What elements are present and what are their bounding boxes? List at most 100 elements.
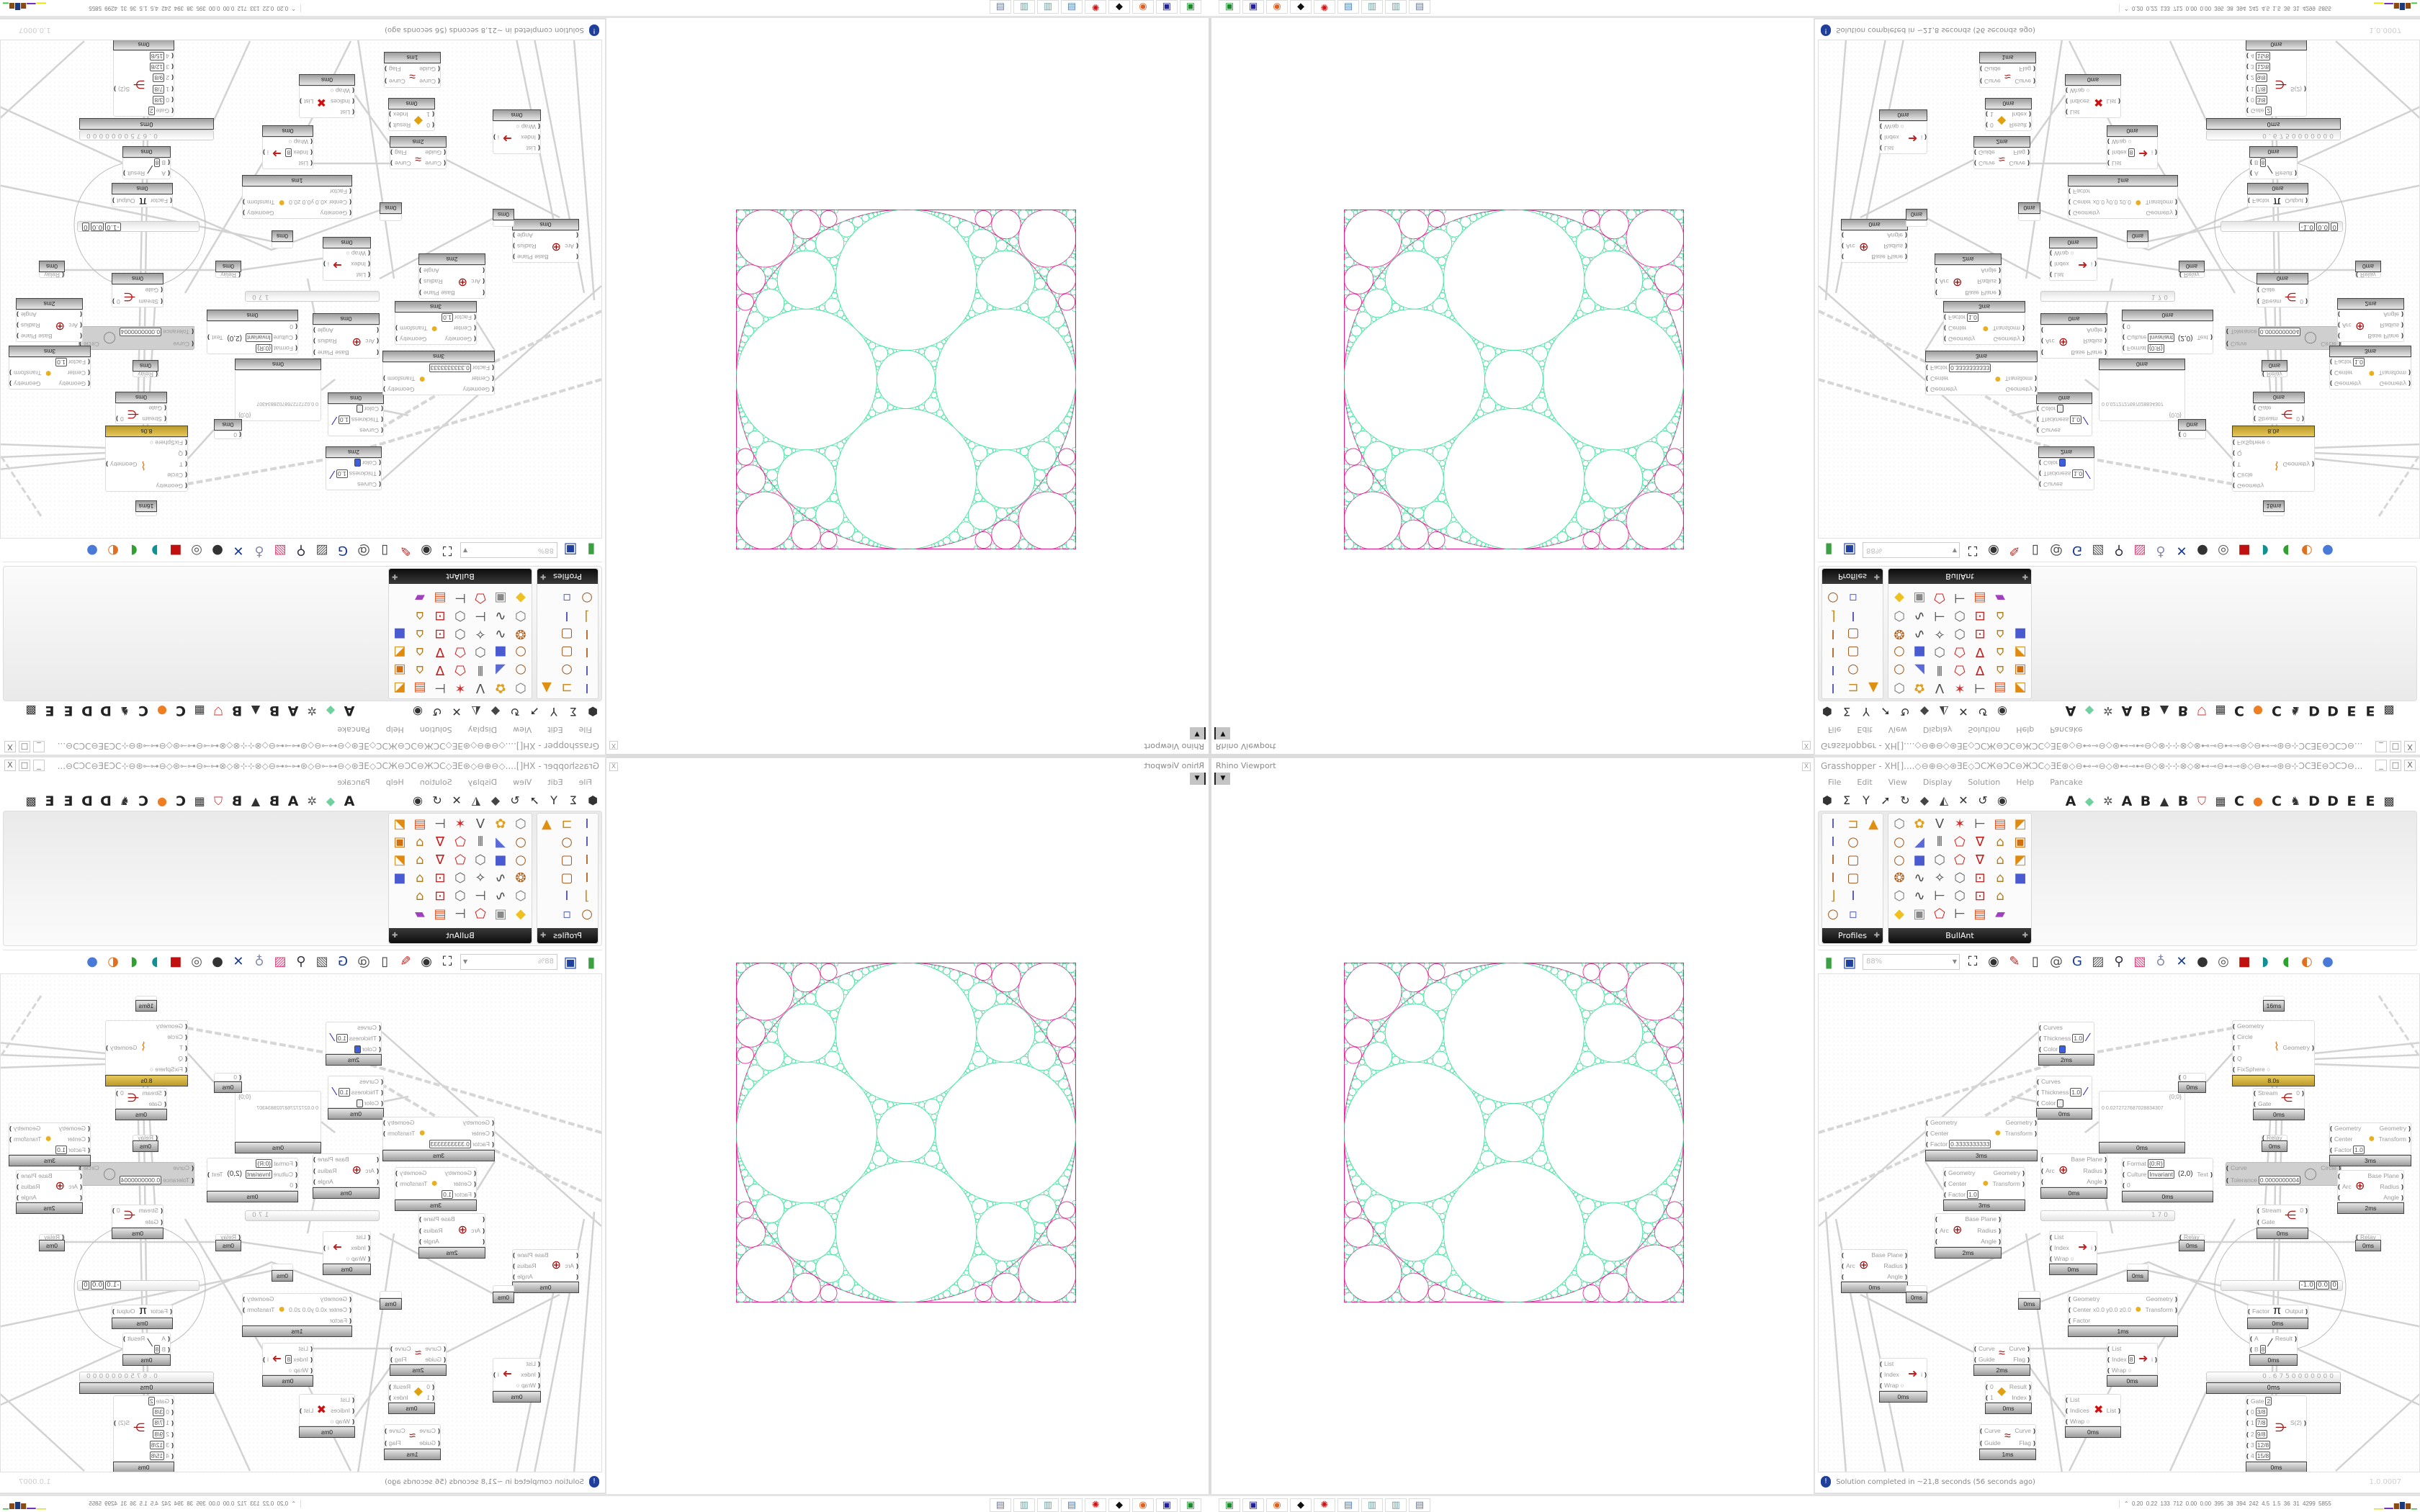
input-param[interactable]: Factor1.0 xyxy=(442,1189,472,1199)
param-value[interactable]: 7/8 xyxy=(153,84,165,94)
tab-d[interactable]: D xyxy=(81,793,93,809)
red-app-icon[interactable]: ✺ xyxy=(1085,1498,1106,1512)
input-param[interactable]: 29/8 xyxy=(153,1429,169,1439)
component-node[interactable]: 16ms xyxy=(135,996,157,1012)
output-param[interactable]: Curve xyxy=(2009,1345,2029,1353)
palette-title-profiles[interactable]: Profiles ✚ xyxy=(537,928,598,943)
at-sign-icon[interactable]: @ xyxy=(357,543,370,558)
bulb-icon[interactable]: ♁ xyxy=(254,543,264,558)
input-param[interactable]: T xyxy=(2237,460,2241,468)
quad-red-icon[interactable]: ⬠ xyxy=(454,662,466,678)
input-param[interactable]: Geometry xyxy=(2330,1125,2361,1133)
input-param[interactable]: Color xyxy=(2037,1099,2064,1107)
param-value[interactable]: 8 xyxy=(153,1344,161,1354)
new-document-icon[interactable]: ▮ xyxy=(587,541,596,559)
search-s-icon[interactable]: ⚲ xyxy=(2114,954,2124,969)
slider-coordinate[interactable]: 0 xyxy=(82,1281,89,1290)
component-node[interactable]: GeometryCenterFactor1.0GeometryTransform… xyxy=(395,1167,477,1211)
output-param[interactable]: Curve xyxy=(2009,160,2025,168)
tablet-icon[interactable]: ▣ xyxy=(1913,590,1926,606)
menu-help[interactable]: Help xyxy=(385,778,404,787)
vector-icon[interactable]: Y xyxy=(550,793,557,807)
output-param[interactable]: Radius xyxy=(1978,278,1996,286)
input-param[interactable]: 415/8 xyxy=(2246,1452,2271,1461)
hex-outline-icon[interactable]: ⬡ xyxy=(1934,852,1945,868)
orange-sphere-icon[interactable]: ◐ xyxy=(2301,954,2313,969)
slider-coordinate[interactable]: -1.0 xyxy=(105,1281,121,1290)
component-node[interactable]: Format{0:R}CultureInvariant0Text(2,0)0ms xyxy=(2122,310,2213,354)
quad-red-icon[interactable]: ⬠ xyxy=(1934,590,1945,606)
input-param[interactable]: CultureInvariant xyxy=(2127,333,2175,342)
output-param[interactable]: Result xyxy=(127,1335,145,1343)
ring-icon[interactable]: ○ xyxy=(1894,834,1905,850)
component-node[interactable]: Format{0:R}CultureInvariant0Text(2,0)0ms xyxy=(207,1158,298,1202)
gha-icon[interactable]: G xyxy=(2072,543,2082,558)
output-param[interactable]: Geometry xyxy=(110,1044,137,1052)
tab-c[interactable]: C xyxy=(2272,703,2282,719)
input-param[interactable]: 0 xyxy=(2123,1182,2130,1189)
output-param[interactable]: Angle xyxy=(517,232,533,240)
input-param[interactable]: Curve xyxy=(1984,78,2001,86)
teal-twist-icon[interactable]: ◗ xyxy=(151,543,158,558)
package-icon[interactable]: ▧ xyxy=(274,543,287,558)
hex-outline-icon[interactable]: ⬡ xyxy=(475,852,486,868)
leaf-icon[interactable]: ◆ xyxy=(326,704,336,718)
output-param[interactable]: i xyxy=(328,1244,329,1252)
curve-icon[interactable]: ∿ xyxy=(1914,870,1925,886)
white-ring-icon[interactable]: ◎ xyxy=(2218,954,2229,969)
input-param[interactable]: Indices xyxy=(2066,1407,2089,1415)
output-param[interactable]: Output xyxy=(2285,197,2303,204)
frame-red-icon[interactable]: ⊡ xyxy=(1974,608,1986,624)
v-red-icon[interactable]: ∇ xyxy=(1975,834,1985,850)
output-param[interactable]: Transform xyxy=(2005,1130,2038,1138)
param-value[interactable]: 8 xyxy=(285,148,292,158)
arrow-icon[interactable]: ➚ xyxy=(1881,705,1891,719)
output-param[interactable]: List xyxy=(2107,1407,2121,1415)
cube-blue-icon[interactable]: ■ xyxy=(1913,852,1926,868)
c-channel-icon[interactable]: ⊐ xyxy=(561,816,573,832)
input-param[interactable]: Curve xyxy=(1980,1427,2001,1435)
ring-icon[interactable]: ○ xyxy=(1894,644,1905,660)
param-value[interactable]: 1.0 xyxy=(336,469,348,479)
number-slider[interactable]: 170 xyxy=(245,291,380,302)
intersect-icon[interactable]: ✕ xyxy=(1958,705,1968,719)
input-param[interactable]: 03/8 xyxy=(2246,1408,2267,1416)
tab-c[interactable]: C xyxy=(2234,793,2244,809)
tab-e[interactable]: E xyxy=(2347,703,2357,719)
input-param[interactable]: 0 xyxy=(2183,431,2187,438)
component-node[interactable]: ListIndicesWrap ○List✖0ms xyxy=(2065,1394,2121,1438)
new-document-icon[interactable]: ▮ xyxy=(1824,953,1833,971)
circle-packing-viewport[interactable] xyxy=(736,963,1076,1302)
input-param[interactable]: Index8 xyxy=(2107,1354,2135,1364)
input-param[interactable]: Factor xyxy=(151,197,168,204)
frame-red-icon[interactable]: ⊡ xyxy=(434,888,446,904)
floppy-64-icon[interactable]: ▣ xyxy=(1242,1498,1264,1512)
bird-icon[interactable]: ♞ xyxy=(119,704,130,718)
chevron-down-icon[interactable]: ▼ xyxy=(1952,547,1957,554)
inkscape-icon[interactable]: ◆ xyxy=(1290,1498,1312,1512)
output-param[interactable]: i xyxy=(267,149,269,157)
output-param[interactable]: Result xyxy=(127,170,145,178)
output-param[interactable]: Base Plane xyxy=(21,1172,52,1180)
output-param[interactable]: Index xyxy=(2012,1394,2031,1402)
transform-icon[interactable]: ↺ xyxy=(1978,705,1988,719)
input-param[interactable]: Format{0:R} xyxy=(256,344,293,354)
input-param[interactable]: Wrap ○ xyxy=(2050,1255,2074,1263)
floppy-64-icon[interactable]: ▣ xyxy=(1242,0,1264,14)
arrow-icon[interactable]: ➚ xyxy=(1881,793,1891,807)
viewport-close-button[interactable]: X xyxy=(609,741,618,750)
input-param[interactable]: Curves xyxy=(2043,481,2063,489)
i-section-icon[interactable]: I xyxy=(585,834,589,850)
param-value[interactable]: 1.0 xyxy=(336,1033,348,1043)
v-red-icon[interactable]: ∇ xyxy=(435,852,445,868)
cube-blue-icon[interactable]: ■ xyxy=(1913,644,1926,660)
input-param[interactable]: Gate2 xyxy=(2246,1396,2272,1405)
